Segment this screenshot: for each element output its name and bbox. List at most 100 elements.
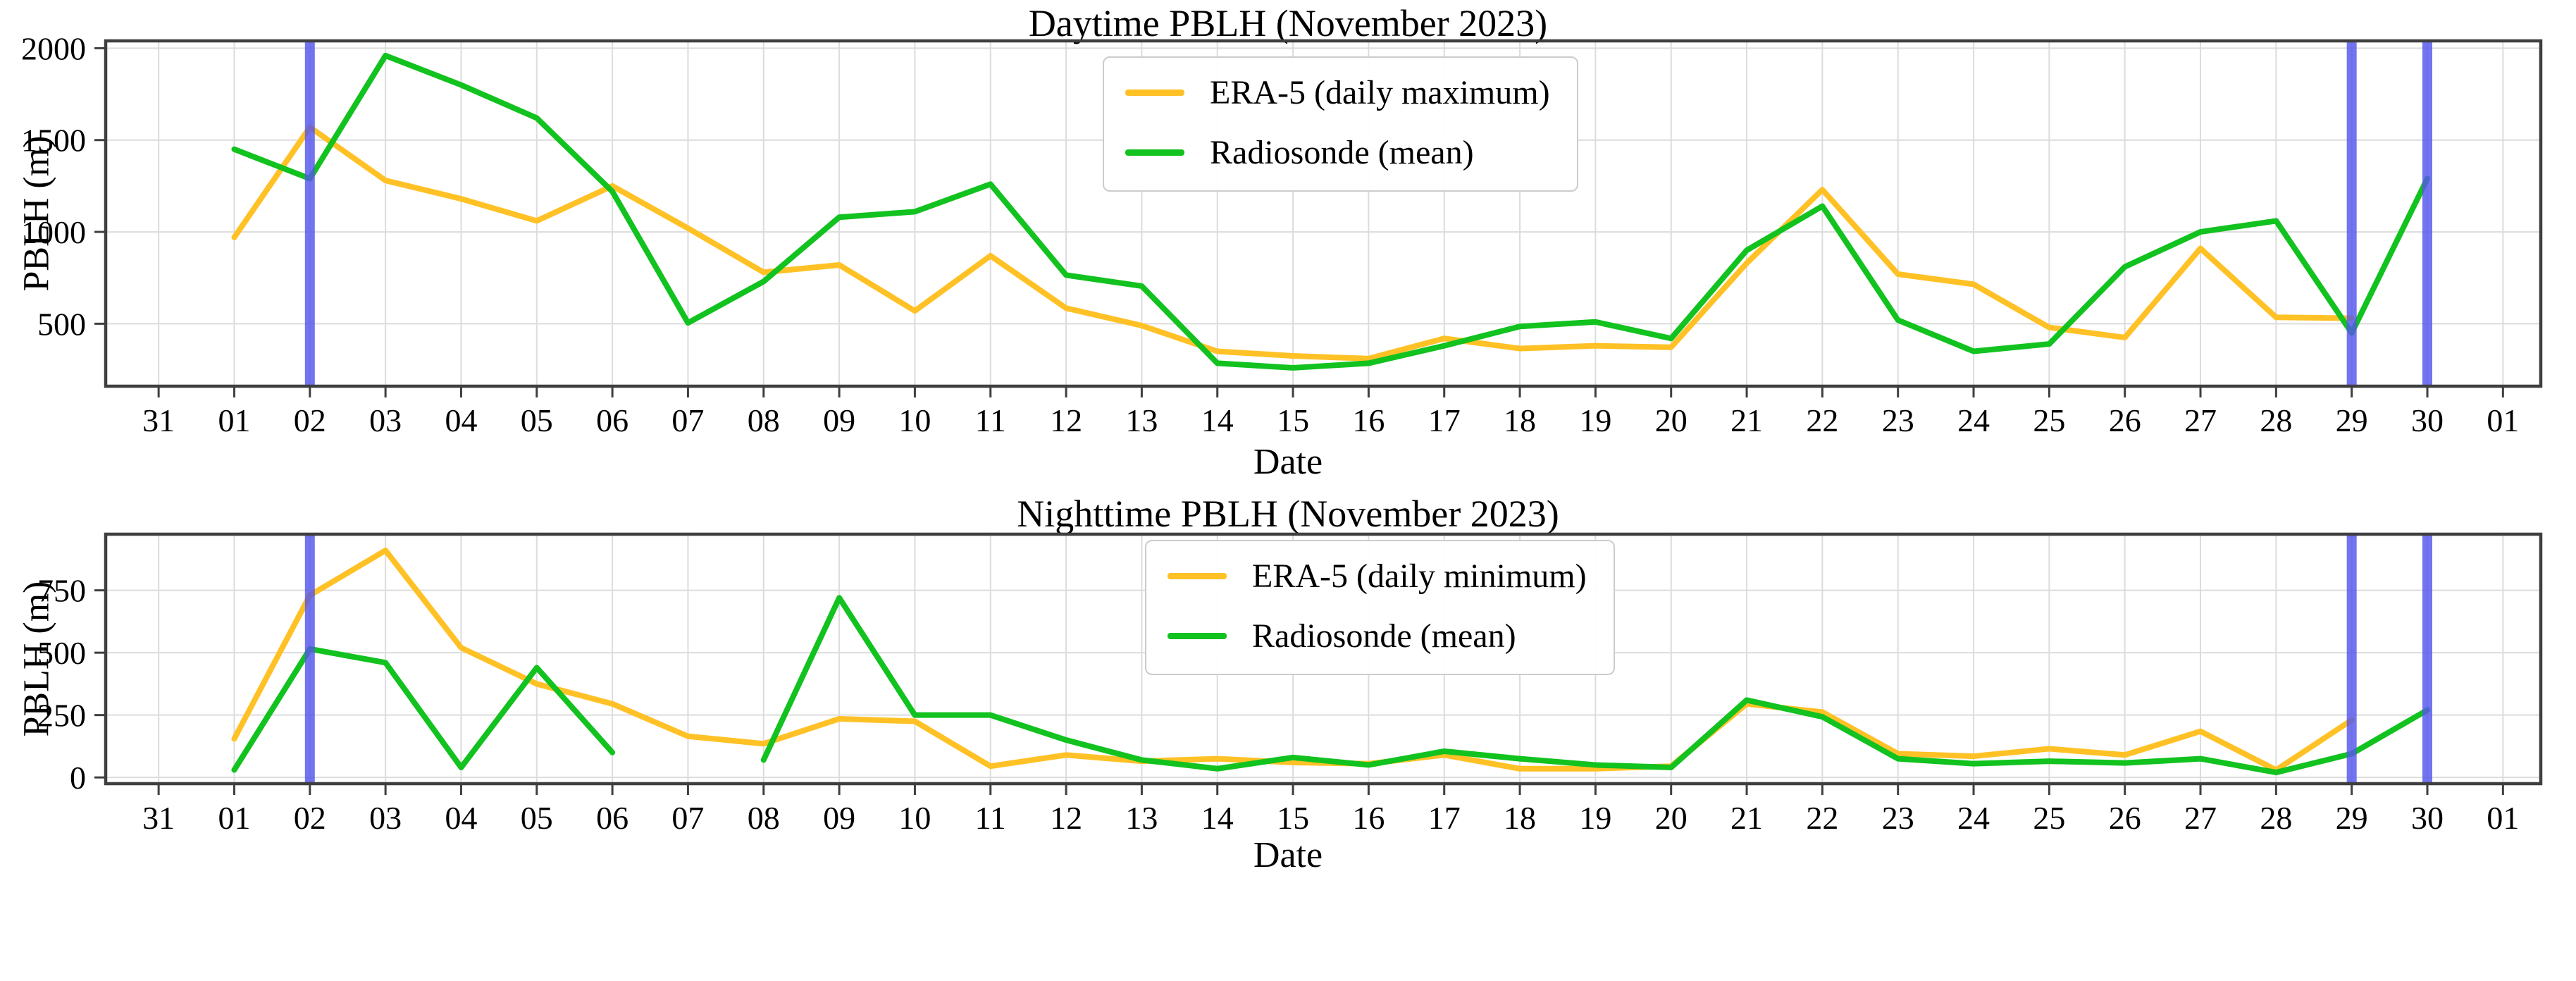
y-tick-label: 750 [37,573,86,609]
x-tick-label: 14 [1201,800,1234,836]
highlight-bar-day-29 [2346,534,2357,784]
legend-row-era5: ERA-5 (daily maximum) [1125,73,1550,112]
x-tick-label: 23 [1882,402,1914,438]
radiosonde-legend-label: Radiosonde (mean) [1252,617,1516,655]
x-tick-label: 29 [2336,800,2368,836]
x-tick-label: 20 [1655,402,1688,438]
x-tick-label: 19 [1579,800,1611,836]
highlight-bar-day-30 [2422,41,2433,386]
daytime-plot-area: 31 01 02 03 04 05 06 07 08 09 10 11 12 13 14 15 16 17 18 19… [21,30,2543,438]
x-tick-label: 11 [975,402,1006,438]
x-tick-label: 24 [1957,800,1990,836]
x-tick-label: 01 [218,402,250,438]
data-series [231,548,2431,776]
x-tick-label: 31 [142,800,175,836]
nighttime-chart-panel: Nighttime PBLH (November 2023) PBLH (m) … [0,486,2576,981]
x-tick-label: 10 [898,402,931,438]
legend-row-radiosonde: Radiosonde (mean) [1168,617,1587,655]
x-tick-label: 01 [218,800,250,836]
x-tick-label: 13 [1125,800,1158,836]
y-tick-label: 250 [37,698,86,734]
era5-line [231,124,2355,362]
x-tick-label: 17 [1428,402,1461,438]
x-tick-label: 05 [521,402,553,438]
x-tick-label: 05 [521,800,553,836]
x-tick-label: 28 [2260,800,2292,836]
x-tick-label: 18 [1504,800,1536,836]
nighttime-x-axis-label: Date [1253,835,1323,875]
tick-labels: 31 01 02 03 04 05 06 07 08 09 10 11 12 13 14 15 16 17 18 19… [37,573,2519,836]
radiosonde-legend-label: Radiosonde (mean) [1210,134,1474,171]
x-tick-label: 31 [142,402,175,438]
x-tick-label: 26 [2109,402,2141,438]
highlight-bar-day-29 [2346,41,2357,386]
radiosonde-legend-swatch [1125,149,1184,156]
y-tick-label: 0 [70,760,86,796]
x-tick-label: 15 [1277,402,1309,438]
legend-row-radiosonde: Radiosonde (mean) [1125,133,1550,172]
x-tick-label: 13 [1125,402,1158,438]
highlight-bars [304,534,2433,784]
era5-line [231,548,2355,773]
tick-labels: 31 01 02 03 04 05 06 07 08 09 10 11 12 13 14 15 16 17 18 19… [21,30,2519,438]
radiosonde-line [231,52,2431,371]
highlight-bar-day-30 [2422,534,2433,784]
nighttime-plot-area: 31 01 02 03 04 05 06 07 08 09 10 11 12 13 14 15 16 17 18 19… [37,532,2543,836]
x-tick-label: 15 [1277,800,1309,836]
y-tick-label: 1000 [21,214,86,250]
x-tick-label: 06 [596,402,628,438]
x-tick-label: 08 [748,402,780,438]
radiosonde-line [231,595,2431,776]
x-tick-label: 18 [1504,402,1536,438]
daytime-chart-title: Daytime PBLH (November 2023) [1028,2,1548,44]
x-tick-label: 11 [975,800,1006,836]
x-tick-label: 25 [2033,402,2065,438]
era5-legend-swatch [1125,90,1184,96]
x-tick-label: 22 [1806,402,1838,438]
x-tick-label: 23 [1882,800,1914,836]
x-tick-label: 06 [596,800,628,836]
x-tick-label: 01 [2487,402,2519,438]
era5-legend-label: ERA-5 (daily minimum) [1252,557,1587,595]
x-tick-label: 07 [671,402,704,438]
axis-ticks [94,589,2504,795]
x-tick-label: 19 [1579,402,1611,438]
y-tick-label: 500 [37,635,86,671]
x-tick-label: 25 [2033,800,2065,836]
x-tick-label: 17 [1428,800,1461,836]
x-tick-label: 10 [898,800,931,836]
x-tick-label: 21 [1730,402,1763,438]
x-tick-label: 21 [1730,800,1763,836]
x-tick-label: 30 [2411,800,2444,836]
x-tick-label: 07 [671,800,704,836]
legend-row-era5: ERA-5 (daily minimum) [1168,557,1587,596]
plot-border [104,39,2543,388]
x-tick-label: 26 [2109,800,2141,836]
x-tick-label: 03 [369,402,402,438]
era5-legend-swatch [1168,573,1227,579]
y-tick-label: 1500 [21,123,86,159]
x-tick-label: 14 [1201,402,1234,438]
x-tick-label: 02 [294,800,326,836]
highlight-bar-day-2 [304,534,315,784]
nighttime-legend: ERA-5 (daily minimum) Radiosonde (mean) [1145,540,1615,675]
x-tick-label: 30 [2411,402,2444,438]
era5-legend-label: ERA-5 (daily maximum) [1210,74,1550,111]
x-tick-label: 02 [294,402,326,438]
x-tick-label: 04 [445,402,477,438]
y-tick-label: 500 [37,306,86,342]
axis-ticks [94,47,2504,397]
x-tick-label: 22 [1806,800,1838,836]
x-tick-label: 12 [1050,800,1082,836]
x-tick-label: 27 [2184,800,2217,836]
x-tick-label: 24 [1957,402,1990,438]
x-tick-label: 09 [823,800,855,836]
x-tick-label: 27 [2184,402,2217,438]
nighttime-chart-title: Nighttime PBLH (November 2023) [1017,493,1559,535]
x-tick-label: 20 [1655,800,1688,836]
daytime-chart-panel: Daytime PBLH (November 2023) PBLH (m) 31… [0,0,2576,486]
data-series [231,52,2431,371]
daytime-legend: ERA-5 (daily maximum) Radiosonde (mean) [1103,56,1578,192]
daytime-x-axis-label: Date [1253,442,1323,482]
